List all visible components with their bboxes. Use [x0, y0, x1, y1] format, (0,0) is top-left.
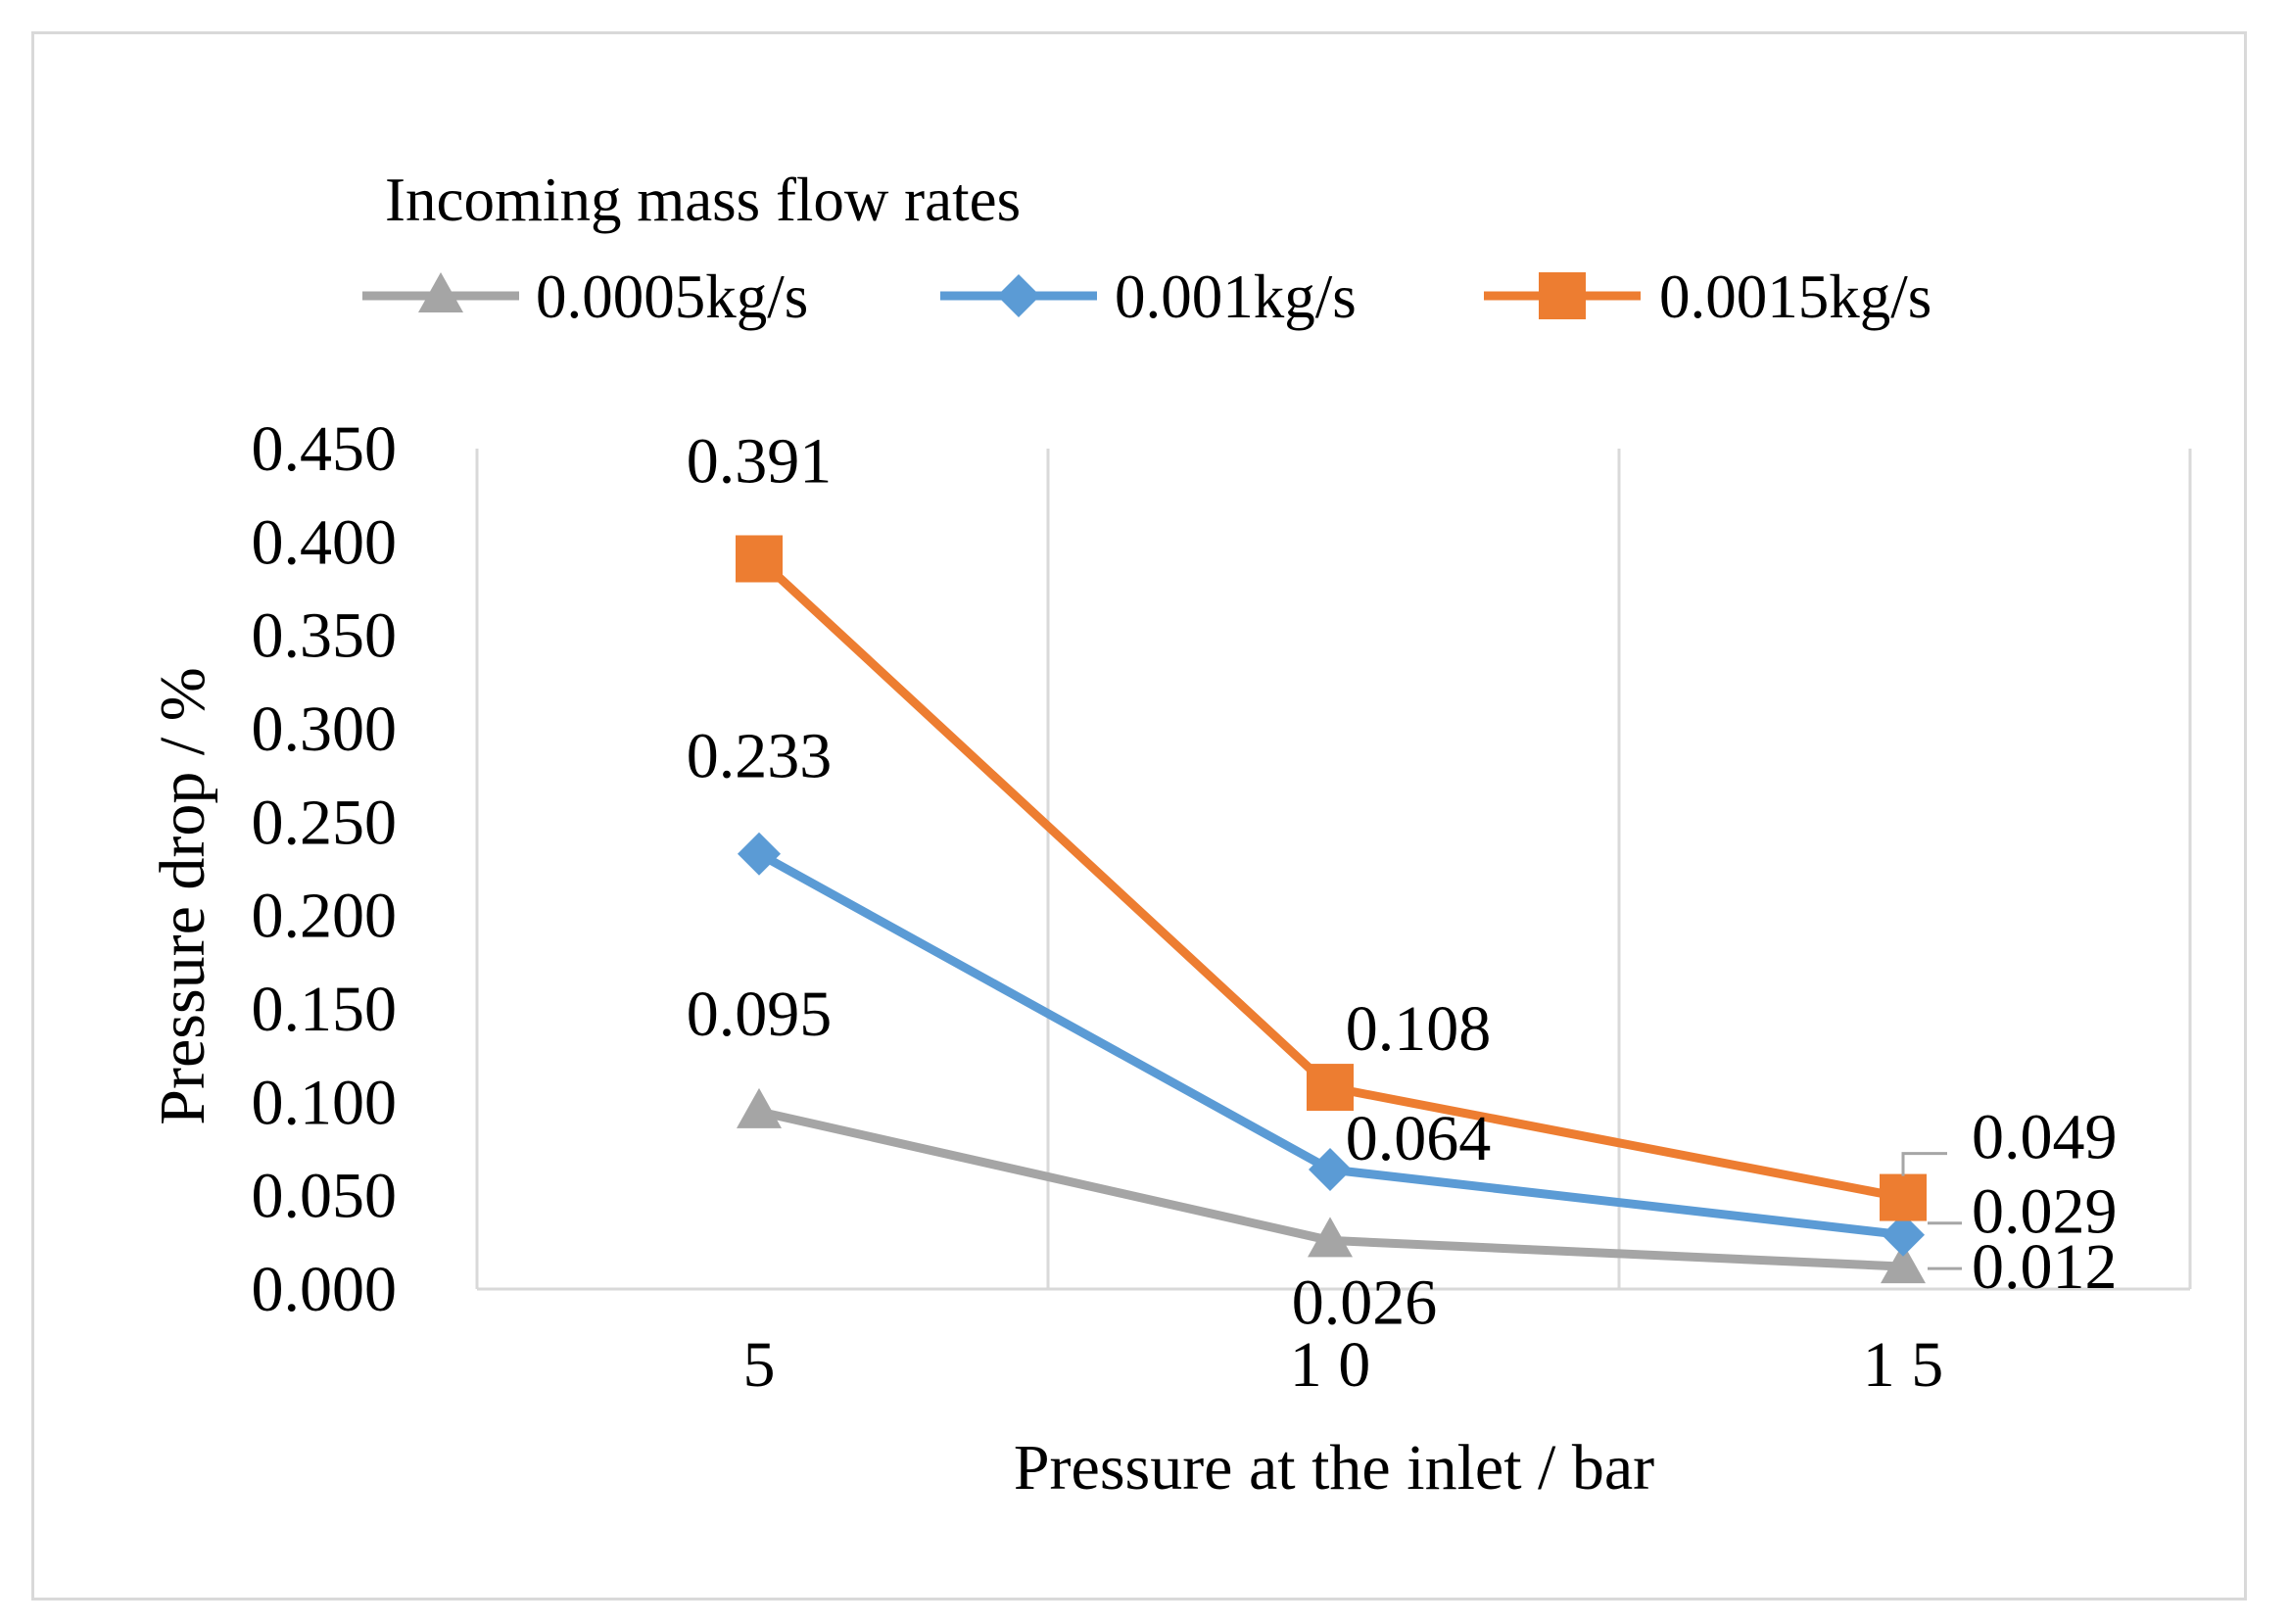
data-label: 0.391 — [687, 425, 833, 497]
data-point-marker — [1308, 1217, 1353, 1258]
y-tick-label: 0.400 — [252, 506, 398, 578]
legend: 0.0005kg/s 0.001kg/s 0.0015kg/s — [362, 263, 1931, 331]
legend-swatch-marker — [997, 274, 1040, 317]
y-tick-label: 0.350 — [252, 600, 398, 672]
data-point-marker — [1880, 1173, 1927, 1221]
data-label: 0.095 — [687, 979, 833, 1050]
legend-swatch-marker — [1539, 272, 1586, 319]
legend-label: 0.001kg/s — [1115, 263, 1357, 331]
legend-title: Incoming mass flow rates — [385, 166, 1021, 234]
data-label: 0.026 — [1292, 1266, 1438, 1338]
x-axis-title: Pressure at the inlet / bar — [1014, 1432, 1654, 1504]
data-label: 0.012 — [1972, 1231, 2118, 1303]
axes: 0.000 0.050 0.100 0.150 0.200 0.250 0.300 0.350… — [252, 413, 2190, 1401]
data-label: 0.029 — [1972, 1176, 2118, 1248]
legend-label: 0.0005kg/s — [536, 263, 808, 331]
data-point-marker — [1309, 1147, 1352, 1191]
series-group — [736, 535, 1927, 1284]
x-tick-label: 1 5 — [1863, 1329, 1944, 1401]
legend-label: 0.0015kg/s — [1659, 263, 1931, 331]
data-label: 0.233 — [687, 721, 833, 792]
y-tick-label: 0.050 — [252, 1161, 398, 1232]
gridlines — [475, 449, 2192, 1289]
y-tick-label: 0.250 — [252, 787, 398, 858]
y-axis-title: Pressure drop / % — [147, 667, 218, 1124]
data-point-marker — [1881, 1243, 1926, 1284]
data-point-marker — [1307, 1064, 1354, 1112]
y-tick-label: 0.150 — [252, 974, 398, 1045]
data-point-marker — [736, 535, 783, 583]
data-point-marker — [738, 832, 781, 876]
leader-line — [1901, 1152, 1947, 1176]
data-labels: 0.095 0.026 0.012 0.233 0.064 0.029 0.391 0.108… — [687, 425, 2118, 1338]
x-tick-label: 1 0 — [1290, 1329, 1371, 1401]
y-tick-label: 0.300 — [252, 693, 398, 765]
y-tick-label: 0.450 — [252, 413, 398, 485]
y-tick-label: 0.100 — [252, 1067, 398, 1138]
data-label: 0.108 — [1346, 993, 1492, 1065]
legend-swatch-marker — [418, 272, 463, 312]
y-tick-label: 0.000 — [252, 1254, 398, 1325]
data-point-marker — [737, 1087, 782, 1128]
data-label: 0.064 — [1346, 1103, 1492, 1174]
data-label: 0.049 — [1972, 1102, 2118, 1173]
x-tick-label: 5 — [743, 1329, 776, 1401]
y-tick-label: 0.200 — [252, 881, 398, 952]
data-point-marker — [1882, 1213, 1925, 1257]
